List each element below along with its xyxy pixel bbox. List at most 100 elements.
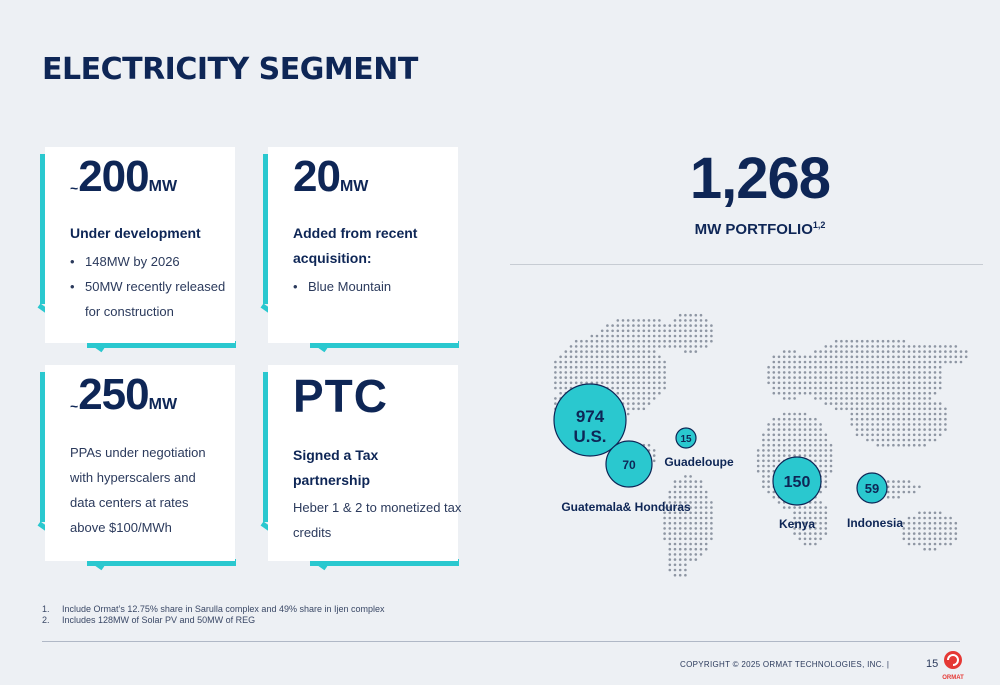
- map-dot: [923, 537, 926, 541]
- map-dot: [694, 313, 698, 317]
- map-dot: [767, 438, 770, 442]
- map-dot: [637, 324, 640, 327]
- map-dot: [954, 355, 958, 359]
- map-dot: [918, 386, 921, 390]
- map-dot: [616, 381, 620, 385]
- map-dot: [673, 334, 677, 338]
- map-dot: [876, 391, 880, 395]
- map-dot: [824, 449, 828, 452]
- map-dot: [834, 381, 838, 385]
- map-dot: [678, 547, 682, 551]
- map-dot: [668, 532, 672, 535]
- map-dot: [652, 376, 656, 379]
- map-dot: [642, 402, 646, 405]
- map-dot: [788, 397, 791, 400]
- map-dot: [704, 542, 708, 546]
- map-dot: [933, 537, 937, 541]
- map-dot: [850, 423, 854, 426]
- map-dot: [871, 438, 874, 442]
- map-dot: [892, 433, 895, 437]
- map-dot: [689, 345, 692, 348]
- map-dot: [855, 417, 859, 421]
- map-dot: [850, 407, 854, 411]
- label-indonesia: Indonesia: [847, 516, 903, 530]
- map-dot: [871, 397, 874, 400]
- map-dot: [928, 438, 932, 442]
- map-dot: [569, 371, 573, 374]
- map-dot: [632, 355, 635, 359]
- map-dot: [621, 365, 625, 369]
- card-metric: ~200MW: [70, 155, 235, 199]
- map-dot: [855, 391, 859, 395]
- map-dot: [637, 339, 640, 343]
- map-dot: [642, 376, 646, 379]
- map-dot: [772, 428, 776, 431]
- map-dot: [585, 376, 588, 379]
- map-dot: [580, 381, 583, 385]
- map-dot: [808, 542, 812, 546]
- map-dot: [860, 345, 864, 348]
- map-dot: [647, 402, 651, 405]
- map-dot: [621, 386, 625, 390]
- map-dot: [678, 553, 682, 556]
- map-dot: [777, 443, 781, 447]
- map-dot: [673, 511, 677, 515]
- map-dot: [710, 501, 713, 504]
- map-dot: [793, 449, 796, 452]
- map-dot: [923, 397, 926, 400]
- map-dot: [689, 339, 692, 343]
- map-dot: [684, 537, 687, 541]
- map-dot: [658, 339, 661, 343]
- map-dot: [855, 355, 859, 359]
- map-dot: [673, 537, 677, 541]
- map-dot: [704, 339, 708, 343]
- map-dot: [923, 433, 926, 437]
- map-dot: [772, 490, 776, 494]
- map-dot: [814, 542, 817, 546]
- map-dot: [860, 350, 864, 353]
- map-dot: [772, 495, 776, 499]
- map-dot: [912, 371, 916, 374]
- map-dot: [668, 490, 672, 494]
- map-dot: [684, 490, 687, 494]
- map-dot: [866, 371, 869, 374]
- map-dot: [866, 407, 869, 411]
- map-dot: [928, 428, 932, 431]
- map-dot: [928, 417, 932, 421]
- map-dot: [808, 371, 812, 374]
- map-dot: [918, 345, 921, 348]
- map-dot: [933, 345, 937, 348]
- map-dot: [793, 412, 796, 416]
- map-dot: [756, 459, 760, 463]
- map-dot: [933, 360, 937, 364]
- map-dot: [918, 391, 921, 395]
- map-dot: [699, 324, 703, 327]
- map-dot: [595, 365, 599, 369]
- map-dot: [782, 417, 786, 421]
- map-dot: [907, 527, 911, 530]
- map-dot: [616, 360, 620, 364]
- map-dot: [684, 324, 687, 327]
- map-dot: [866, 345, 869, 348]
- map-dot: [808, 376, 812, 379]
- map-dot: [824, 402, 828, 405]
- map-dot: [819, 454, 822, 457]
- map-dot: [918, 350, 921, 353]
- map-dot: [933, 350, 937, 353]
- map-dot: [699, 501, 703, 504]
- map-dot: [819, 469, 822, 473]
- map-dot: [767, 459, 770, 463]
- card-under-development: ~200MW Under development 148MW by 2026 5…: [37, 147, 236, 353]
- map-dot: [892, 412, 895, 416]
- map-dot: [912, 391, 916, 395]
- map-dot: [876, 365, 880, 369]
- map-dot: [808, 433, 812, 437]
- map-dot: [694, 501, 698, 504]
- map-dot: [824, 506, 828, 509]
- metric-value: PTC: [293, 370, 388, 422]
- map-dot: [637, 319, 640, 322]
- map-dot: [860, 428, 864, 431]
- map-dot: [918, 428, 921, 431]
- map-dot: [694, 537, 698, 541]
- map-dot: [928, 537, 932, 541]
